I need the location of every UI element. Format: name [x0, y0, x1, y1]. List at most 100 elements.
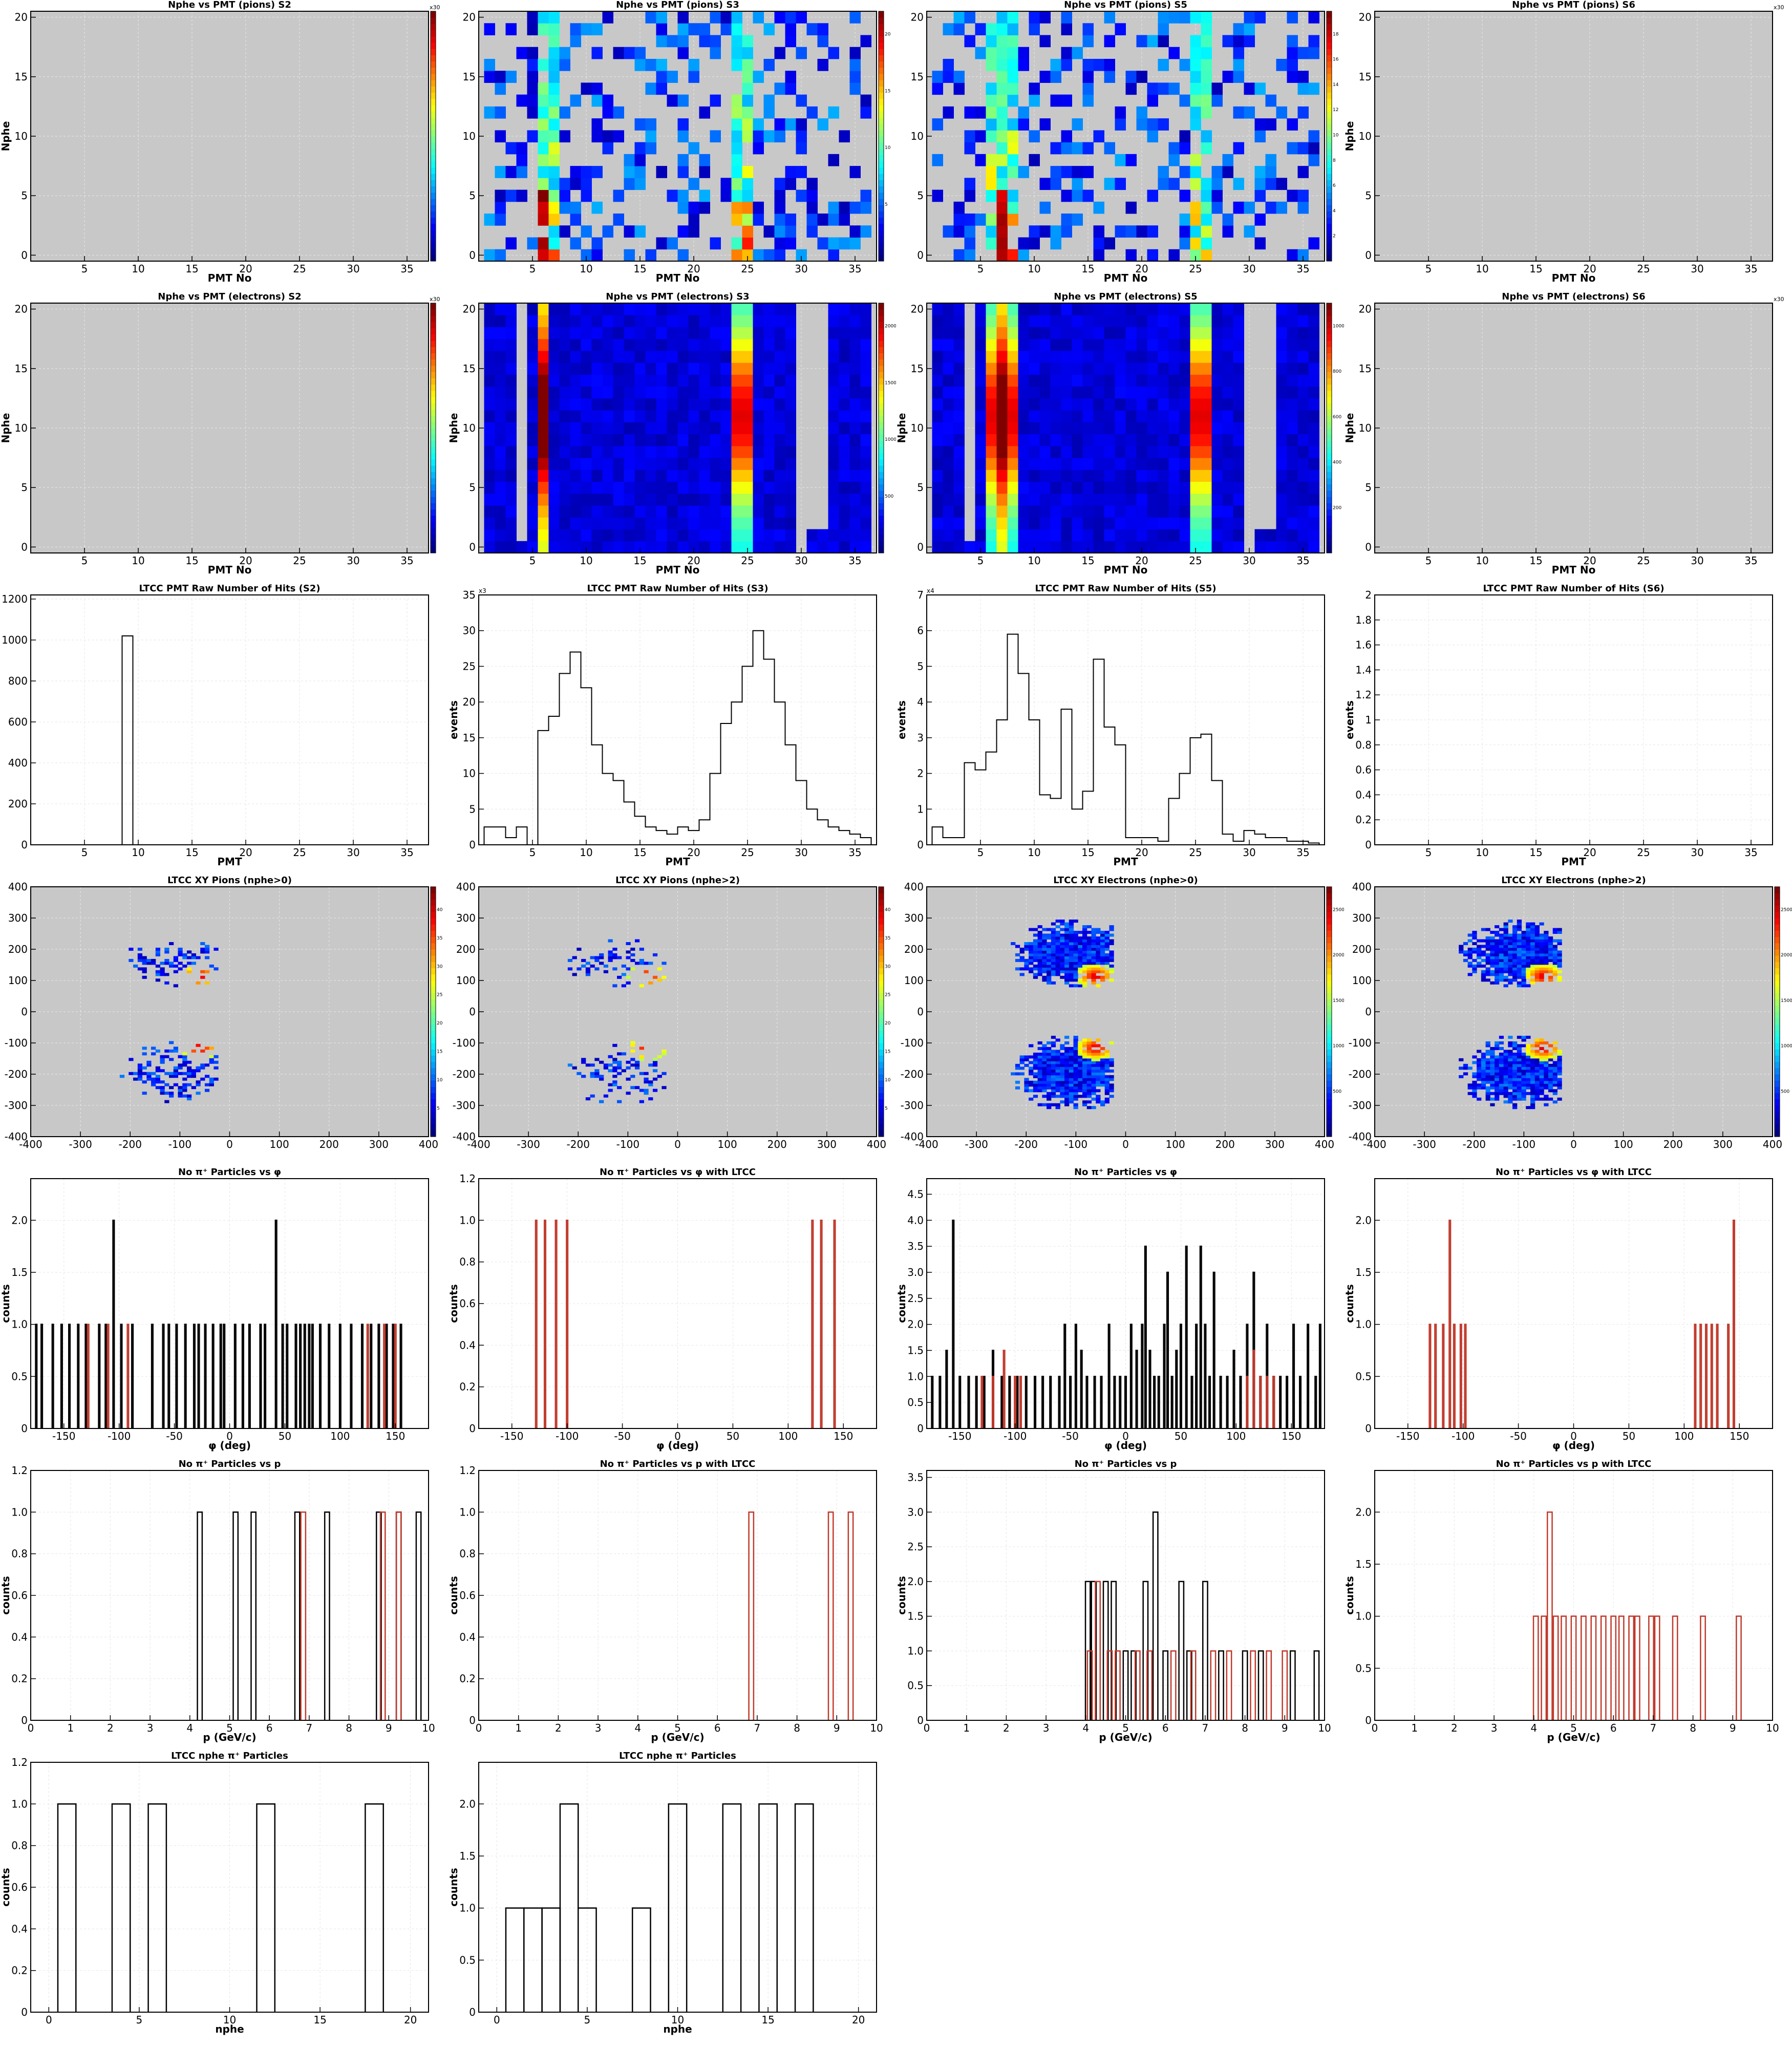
colorbar-frame: [430, 303, 436, 553]
heat-cell: [1050, 303, 1061, 315]
xy-cell: [191, 1075, 196, 1078]
heat-cell: [828, 362, 839, 375]
heat-cell: [1201, 142, 1212, 155]
heat-cell: [613, 374, 624, 387]
colorbar-step: [879, 993, 884, 1000]
xy-cell: [1037, 1078, 1042, 1081]
xy-cell: [1109, 1086, 1114, 1090]
xy-cell: [1064, 1069, 1070, 1073]
xy-cell: [1042, 958, 1047, 962]
x-axis-label: PMT: [1113, 856, 1138, 868]
xy-cell: [1521, 981, 1526, 985]
colorbar-step: [1327, 1099, 1332, 1106]
xy-cell: [1472, 964, 1477, 968]
colorbar-step: [431, 61, 436, 68]
heat-cell: [645, 434, 656, 446]
xy-cell: [1552, 950, 1558, 954]
heat-cell: [656, 23, 667, 35]
y-tick-label: -200: [901, 1068, 924, 1080]
xy-cell: [1495, 1080, 1500, 1084]
xy-cell: [1055, 1078, 1060, 1081]
xy-cell: [1534, 964, 1540, 968]
xy-cell: [1472, 1092, 1477, 1095]
heat-cell: [742, 493, 753, 506]
y-tick-label: 200: [8, 798, 28, 810]
heat-cell: [943, 386, 954, 399]
heat-cell: [1039, 178, 1051, 190]
heat-cell: [505, 71, 517, 83]
xy-cell: [164, 981, 169, 985]
heat-cell: [538, 338, 549, 351]
heat-cell: [953, 386, 965, 399]
xy-cell: [1526, 947, 1531, 951]
heat-cell: [559, 106, 570, 119]
chart-panel-9: LTCC PMT Raw Number of Hits (S3) 5 10 15 20 2…: [448, 584, 896, 876]
heat-cell: [667, 470, 678, 482]
xy-cell: [626, 956, 631, 959]
xy-cell: [1544, 1095, 1549, 1098]
heat-cell: [932, 338, 943, 351]
xy-cell: [1051, 933, 1056, 937]
chart-svg: Nphe vs PMT (electrons) S65 10 15 20 25 30 350…: [1344, 292, 1784, 576]
heat-cell: [710, 422, 721, 435]
xy-cell: [186, 1083, 192, 1086]
xy-cell: [1552, 1066, 1558, 1070]
heat-cell: [1136, 481, 1147, 494]
xy-cell: [1100, 962, 1105, 965]
heat-cell: [656, 82, 667, 95]
y-axis-label: Nphe: [0, 121, 12, 152]
heat-cell: [538, 154, 549, 166]
heat-cell: [559, 386, 570, 399]
xy-cell: [164, 1092, 169, 1095]
xy-cell: [1517, 975, 1522, 979]
heat-cell: [1093, 541, 1104, 553]
xy-cell: [1539, 964, 1544, 968]
xy-cell: [1472, 1080, 1477, 1084]
colorbar-step: [431, 528, 436, 535]
xy-cell: [608, 953, 613, 956]
heat-cell: [785, 118, 796, 131]
heat-cell: [1297, 166, 1309, 178]
heat-cell: [839, 374, 850, 387]
heat-cell: [624, 541, 635, 553]
heat-cell: [1308, 47, 1319, 59]
heat-cell: [975, 374, 986, 387]
heat-cell: [634, 470, 646, 482]
xy-cell: [1096, 1038, 1101, 1042]
xy-cell: [1539, 1075, 1544, 1078]
colorbar-step: [1775, 1074, 1780, 1081]
heat-cell: [1093, 493, 1104, 506]
xy-cell: [129, 958, 134, 962]
xy-cell: [639, 1089, 644, 1092]
xy-cell: [1029, 962, 1034, 965]
xy-cell: [1481, 1080, 1486, 1084]
xy-cell: [621, 973, 626, 976]
heat-cell: [943, 303, 954, 315]
y-tick-label: 0: [469, 541, 476, 553]
heat-cell: [1147, 517, 1158, 530]
xy-cell: [1064, 1066, 1070, 1070]
heat-cell: [742, 315, 753, 327]
xy-cell: [1552, 1089, 1558, 1093]
xy-cell: [155, 978, 161, 982]
xy-cell: [142, 1092, 147, 1095]
heat-cell: [1201, 58, 1212, 71]
heat-cell: [849, 71, 861, 83]
heat-cell: [624, 458, 635, 470]
xy-cell: [1037, 964, 1042, 968]
heat-cell: [667, 410, 678, 422]
heat-cell: [1211, 517, 1223, 530]
heat-cell: [720, 470, 732, 482]
heat-cell: [774, 422, 785, 435]
heat-cell: [817, 58, 828, 71]
heat-cell: [774, 130, 785, 143]
colorbar-step: [1775, 1099, 1780, 1106]
heat-cell: [624, 374, 635, 387]
heat-cell: [1061, 410, 1072, 422]
heat-cell: [581, 517, 592, 530]
heat-cell: [1050, 422, 1061, 435]
heat-cell: [1190, 94, 1201, 107]
xy-cell: [1539, 1083, 1544, 1087]
xy-cell: [1526, 967, 1531, 971]
x-tick-label: 10: [1476, 846, 1488, 859]
